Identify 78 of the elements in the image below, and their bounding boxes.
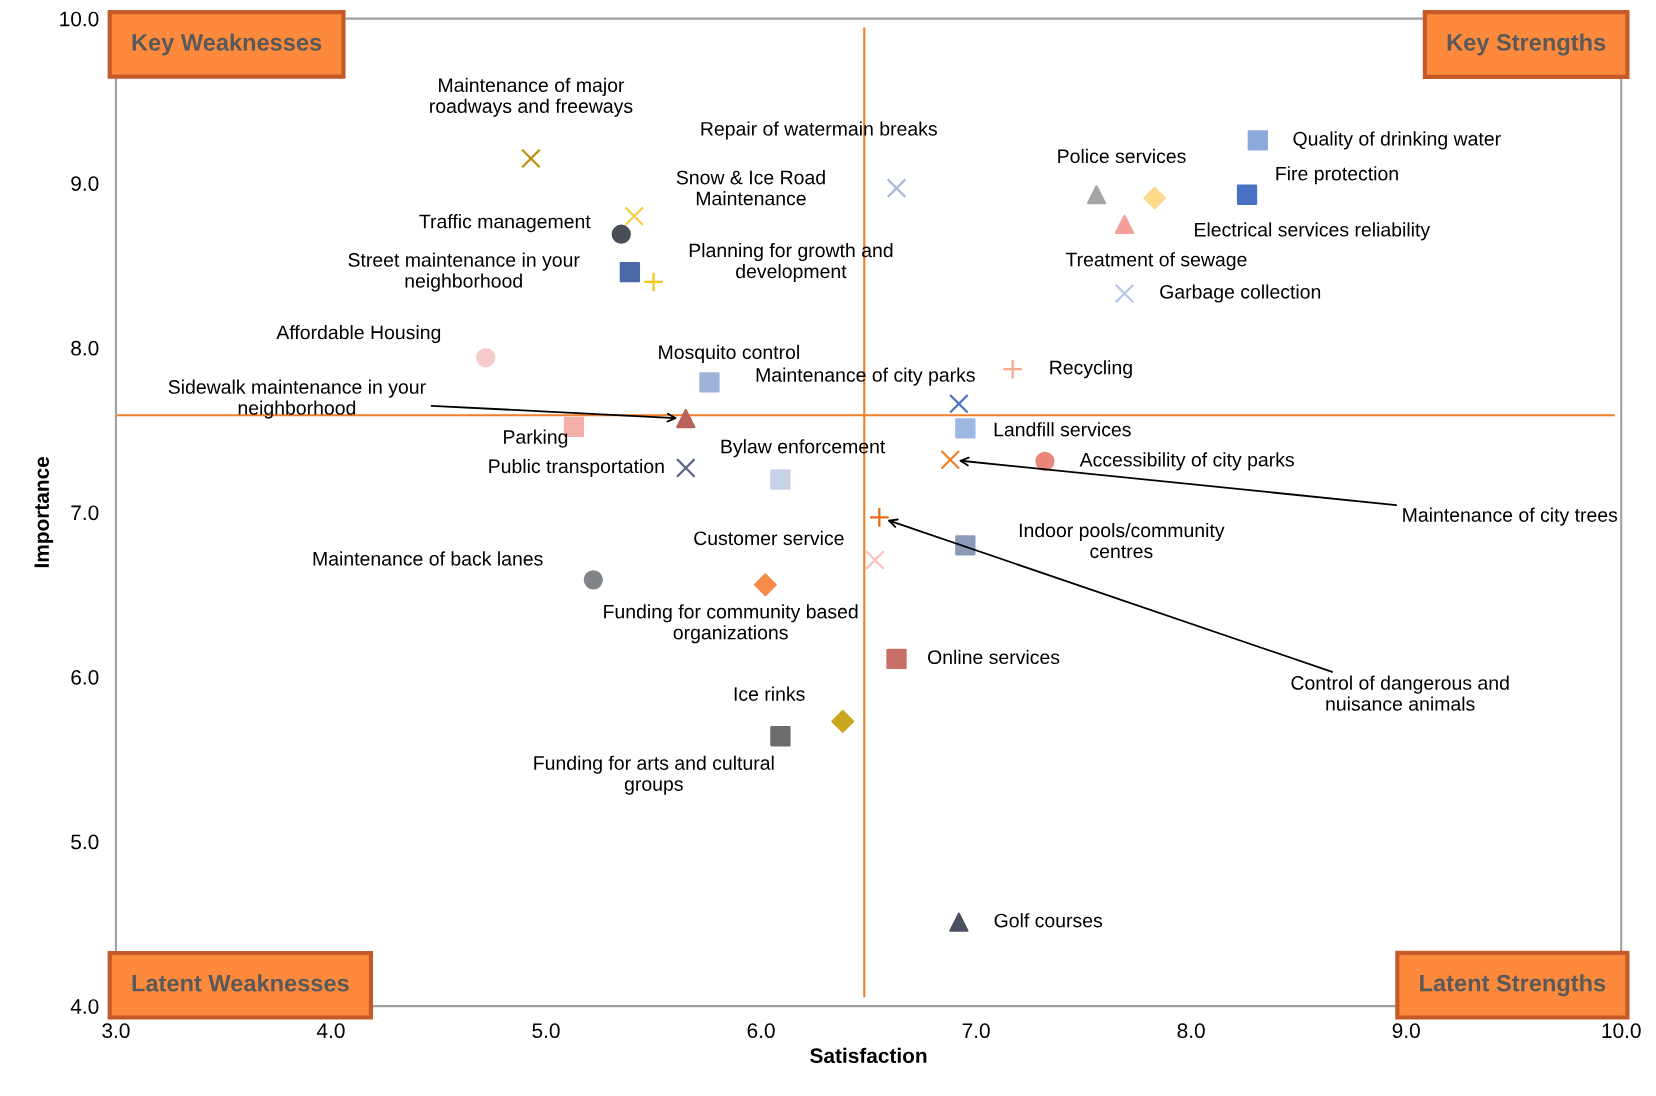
y-tick-label: 9.0 xyxy=(71,176,99,191)
text: Indoor pools/community centres xyxy=(1019,522,1225,559)
point xyxy=(1114,214,1135,234)
point xyxy=(476,348,496,368)
point xyxy=(868,506,890,528)
x-tick-label: 8.0 xyxy=(1177,1023,1205,1039)
x-tick-label: 3.0 xyxy=(102,1023,130,1039)
point xyxy=(865,550,885,570)
series-label: Accessibility of city parks xyxy=(1079,452,1294,471)
point xyxy=(886,178,907,199)
series-label: Ice rinks xyxy=(734,686,805,701)
point xyxy=(949,393,969,414)
x-tick-label: 7.0 xyxy=(962,1023,990,1039)
y-tick-label: 8.0 xyxy=(71,340,99,356)
point xyxy=(1236,184,1258,205)
x-tick-label: 9.0 xyxy=(1392,1023,1420,1039)
point xyxy=(753,573,777,597)
series-label: Snow & Ice Road Maintenance xyxy=(676,170,825,206)
point xyxy=(676,408,696,429)
y-tick-label: 7.0 xyxy=(71,505,99,521)
x-tick-label: 6.0 xyxy=(747,1023,775,1039)
x-axis-title: Satisfaction xyxy=(810,1047,927,1064)
series-label: Funding for arts and cultural groups xyxy=(534,755,774,795)
text: Funding for community based organizations xyxy=(604,604,858,644)
text: Street maintenance in your neighborhood xyxy=(348,252,580,292)
text: Affordable Housing xyxy=(276,325,441,344)
point xyxy=(831,709,855,733)
point xyxy=(940,449,961,470)
series-label: Public transportation xyxy=(489,458,664,478)
series-label: Garbage collection xyxy=(1160,284,1321,303)
text: Maintenance of major roadways and freeways xyxy=(430,77,633,117)
point xyxy=(886,648,907,670)
series-label: Electrical services reliability xyxy=(1195,222,1431,241)
series-label: Recycling xyxy=(1050,360,1132,379)
annotation: Latent Strengths xyxy=(1420,974,1606,997)
y-tick-label: 10.0 xyxy=(60,11,99,27)
x-tick-label: 10.0 xyxy=(1602,1023,1641,1039)
text: Maintenance of city trees xyxy=(1403,507,1618,526)
annotation: Key Weaknesses xyxy=(132,33,322,56)
point xyxy=(624,206,645,227)
series-label: Fire protection xyxy=(1276,166,1398,185)
text: Police services xyxy=(1058,148,1186,164)
point xyxy=(770,469,791,490)
y-tick-label: 4.0 xyxy=(70,999,99,1014)
series-label: Landfill services xyxy=(994,422,1131,437)
point xyxy=(1247,130,1268,151)
y-axis-title: Importance xyxy=(34,456,54,568)
series-label: Customer service xyxy=(694,530,844,546)
point xyxy=(770,726,791,747)
text: Maintenance of back lanes xyxy=(313,551,543,566)
series-label: Parking xyxy=(504,429,568,448)
point xyxy=(521,148,541,169)
series-label: Mosquito control xyxy=(659,344,799,363)
annotation: Latent Weaknesses xyxy=(132,974,349,992)
y-tick-label: 6.0 xyxy=(71,669,99,685)
series-label: Golf courses xyxy=(994,913,1103,928)
y-tick-label: 5.0 xyxy=(71,834,99,850)
x-tick-label: 5.0 xyxy=(532,1023,560,1039)
point xyxy=(619,261,641,283)
point xyxy=(1143,186,1166,210)
series-label: Treatment of sewage xyxy=(1065,252,1247,271)
point xyxy=(1114,283,1135,304)
text: Control of dangerous and nuisance animals xyxy=(1291,675,1509,711)
point xyxy=(955,418,976,439)
x-tick-label: 4.0 xyxy=(316,1023,345,1039)
annotation: Key Strengths xyxy=(1447,33,1606,56)
point xyxy=(949,912,969,932)
series-label: Quality of drinking water xyxy=(1293,131,1501,150)
point xyxy=(611,224,631,244)
series-label: Online services xyxy=(928,649,1060,665)
point xyxy=(1086,185,1107,205)
point xyxy=(1002,358,1024,380)
point xyxy=(675,458,696,478)
point xyxy=(699,372,720,393)
point xyxy=(1035,451,1055,471)
point xyxy=(643,271,664,293)
point xyxy=(583,570,603,590)
series-label: Traffic management xyxy=(419,214,591,233)
